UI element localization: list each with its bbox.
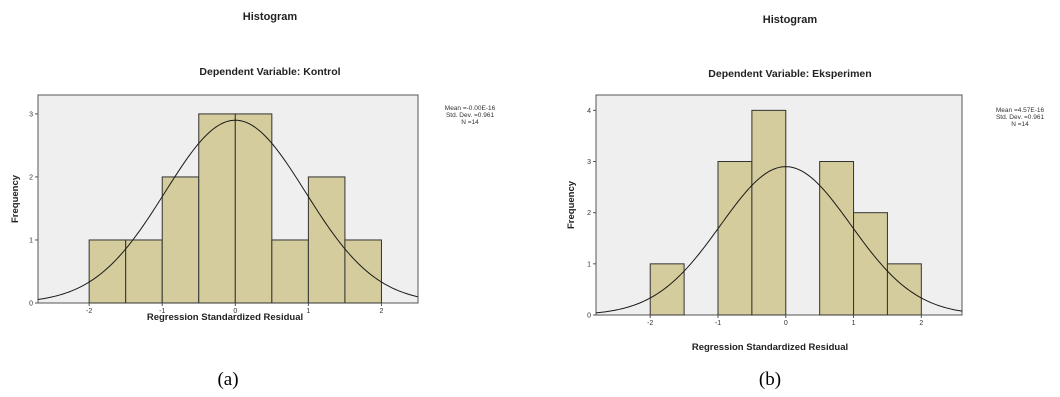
histogram-bar — [307, 176, 346, 304]
panel-caption: (b) — [759, 369, 781, 390]
chart-subtitle: Dependent Variable: Kontrol — [199, 66, 340, 78]
histogram-bar — [344, 239, 382, 304]
histogram-bar — [886, 263, 922, 316]
y-tick-label: 0 — [29, 301, 33, 308]
y-tick-label: 2 — [587, 210, 591, 217]
panel-caption: (a) — [217, 369, 238, 390]
x-tick-label: 0 — [784, 320, 788, 327]
bar-group — [88, 113, 382, 304]
x-tick-label: 0 — [233, 308, 237, 315]
histogram-panel-eksperimen: Histogram Dependent Variable: Eksperimen… — [566, 14, 1045, 390]
histogram-bar — [88, 239, 127, 304]
x-tick-label: -2 — [647, 320, 653, 327]
y-axis-label: Frequency — [566, 180, 577, 229]
y-tick-label: 1 — [29, 237, 33, 244]
y-axis-ticks: 0 1 2 3 4 — [587, 108, 596, 320]
y-tick-label: 1 — [587, 261, 591, 268]
chart-title: Histogram — [763, 14, 818, 26]
x-axis-ticks: -2 -1 0 1 2 — [647, 315, 923, 327]
histogram-bar — [649, 263, 685, 316]
stats-std-dev: Std. Dev. =0.961 — [996, 114, 1045, 121]
stats-std-dev: Std. Dev. =0.961 — [446, 112, 495, 119]
x-tick-label: 2 — [380, 308, 384, 315]
normal-curve — [595, 166, 963, 314]
y-axis-label: Frequency — [10, 174, 21, 223]
x-tick-label: 2 — [919, 320, 923, 327]
x-axis-ticks: -2 -1 0 1 2 — [86, 303, 384, 315]
histogram-panel-kontrol: Histogram Dependent Variable: Kontrol -2… — [10, 11, 496, 390]
x-tick-label: -2 — [86, 308, 92, 315]
y-tick-label: 0 — [587, 313, 591, 320]
histogram-bar — [125, 239, 163, 304]
y-tick-label: 3 — [587, 159, 591, 166]
stats-n: N =14 — [461, 119, 479, 126]
stats-n: N =14 — [1011, 121, 1029, 128]
stats-mean: Mean =4.57E-16 — [996, 107, 1045, 114]
histogram-bar — [271, 239, 309, 304]
stats-box: Mean =-0.00E-16 Std. Dev. =0.961 N =14 — [445, 105, 496, 126]
x-axis-label: Regression Standardized Residual — [692, 342, 848, 353]
chart-subtitle: Dependent Variable: Eksperimen — [708, 68, 871, 80]
y-tick-label: 2 — [29, 174, 33, 181]
normal-curve — [37, 119, 419, 300]
x-axis-label: Regression Standardized Residual — [147, 312, 303, 323]
x-tick-label: 1 — [852, 320, 856, 327]
histogram-bar — [819, 161, 855, 316]
y-tick-label: 3 — [29, 111, 33, 118]
histogram-bar — [853, 212, 888, 316]
x-tick-label: -1 — [715, 320, 721, 327]
x-tick-label: 1 — [306, 308, 310, 315]
histogram-bar — [751, 109, 787, 316]
histogram-bar — [717, 161, 753, 316]
histogram-bar — [198, 113, 236, 304]
chart-title: Histogram — [243, 11, 298, 23]
y-axis-ticks: 0 1 2 3 — [29, 111, 38, 308]
bar-group — [649, 109, 922, 316]
x-tick-label: -1 — [159, 308, 165, 315]
stats-mean: Mean =-0.00E-16 — [445, 105, 496, 112]
stats-box: Mean =4.57E-16 Std. Dev. =0.961 N =14 — [996, 107, 1045, 128]
histogram-bar — [161, 176, 200, 304]
y-tick-label: 4 — [587, 108, 591, 115]
histogram-bar — [234, 113, 273, 304]
